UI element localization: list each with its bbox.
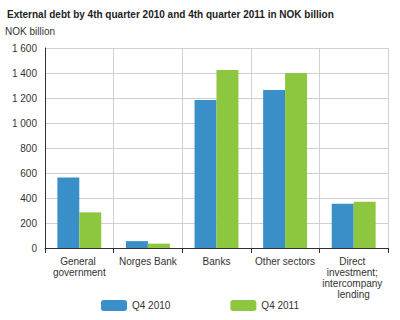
svg-text:800: 800: [20, 143, 37, 154]
svg-text:Q4 2010: Q4 2010: [132, 300, 171, 311]
svg-text:government: government: [53, 267, 106, 278]
svg-text:Other sectors: Other sectors: [255, 256, 315, 267]
svg-text:Banks: Banks: [203, 256, 231, 267]
svg-text:investment;: investment;: [327, 267, 381, 278]
svg-text:1 600: 1 600: [12, 43, 37, 54]
svg-text:200: 200: [20, 218, 37, 229]
svg-text:0: 0: [31, 243, 37, 254]
svg-text:400: 400: [20, 193, 37, 204]
svg-text:NOK billion: NOK billion: [5, 26, 55, 37]
svg-text:Q4 2011: Q4 2011: [261, 300, 299, 311]
svg-text:1 200: 1 200: [12, 93, 37, 104]
svg-text:1 400: 1 400: [12, 68, 37, 79]
svg-text:intercompany: intercompany: [322, 278, 385, 289]
svg-text:Norges Bank: Norges Bank: [119, 256, 178, 267]
svg-text:lending: lending: [338, 289, 370, 300]
svg-text:Direct: Direct: [339, 256, 368, 267]
svg-text:External debt by 4th quarter 2: External debt by 4th quarter 2010 and 4t…: [7, 9, 334, 20]
svg-text:1 000: 1 000: [12, 118, 37, 129]
svg-text:600: 600: [20, 168, 37, 179]
svg-text:General: General: [60, 256, 98, 267]
